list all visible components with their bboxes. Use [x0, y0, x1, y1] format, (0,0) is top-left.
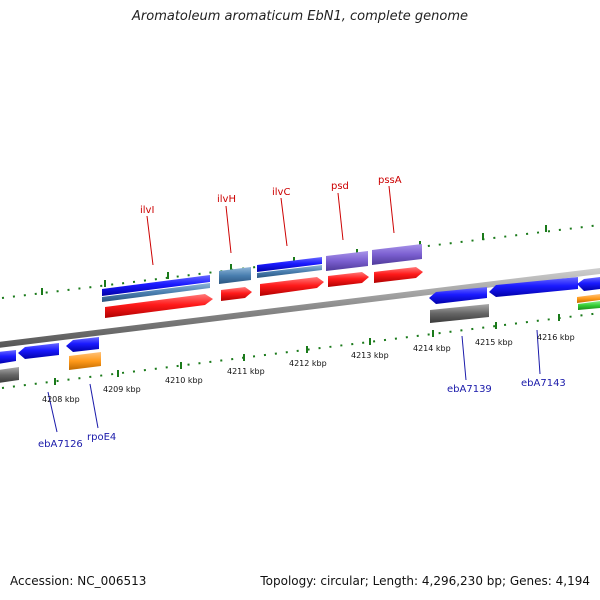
psd-cds-arrow[interactable] — [328, 272, 369, 287]
ebA7143-gene-arrow[interactable] — [489, 277, 578, 297]
ilvH-gene-bar[interactable] — [219, 267, 251, 284]
psd-gene-bar[interactable] — [326, 251, 368, 271]
axis-tick-label: 4215 kbp — [475, 338, 513, 347]
axis-tick-label: 4212 kbp — [289, 359, 327, 368]
ilvI-gene-bar[interactable] — [102, 275, 210, 296]
axis-labels: 4208 kbp 4209 kbp 4210 kbp 4211 kbp 4212… — [42, 333, 575, 404]
axis-tick-label: 4216 kbp — [537, 333, 575, 342]
gene-label-ilvH[interactable]: ilvH — [217, 194, 236, 205]
left-edge-gray-bar[interactable] — [0, 367, 19, 383]
ilvH-cds-arrow[interactable] — [221, 287, 252, 301]
genome-summary-text: Topology: circular; Length: 4,296,230 bp… — [260, 574, 590, 588]
gene-label-ilvC[interactable]: ilvC — [272, 187, 290, 198]
map-title: Aromatoleum aromaticum EbN1, complete ge… — [132, 9, 468, 24]
genome-backbone — [0, 268, 600, 348]
left-edge-gene-arrow[interactable] — [0, 350, 16, 364]
gene-label-pssA[interactable]: pssA — [378, 175, 402, 186]
label-callouts-reverse — [47, 329, 541, 433]
rpoE4-orange-bar[interactable] — [69, 352, 101, 370]
forward-gene-labels: ilvI ilvH ilvC psd pssA — [140, 175, 402, 216]
gene-label-ilvI[interactable]: ilvI — [140, 205, 154, 216]
gene-label-psd[interactable]: psd — [331, 181, 349, 192]
rpoE4-gene-arrow[interactable] — [66, 337, 99, 352]
reverse-tick-track — [1, 312, 600, 389]
label-callouts — [146, 185, 395, 266]
axis-tick-label: 4210 kbp — [165, 376, 203, 385]
right-edge-green-bar[interactable] — [578, 301, 600, 310]
reverse-gene-labels: ebA7126 rpoE4 ebA7139 ebA7143 — [38, 378, 566, 450]
axis-tick-label: 4209 kbp — [103, 385, 141, 394]
ilvC-gene-bar[interactable] — [257, 257, 322, 272]
pssA-gene-bar[interactable] — [372, 244, 422, 265]
axis-tick-label: 4211 kbp — [227, 367, 265, 376]
gene-label-rpoE4[interactable]: rpoE4 — [87, 432, 116, 443]
right-edge-orange-bar[interactable] — [577, 294, 600, 303]
axis-tick-label: 4208 kbp — [42, 395, 80, 404]
axis-tick-label: 4214 kbp — [413, 344, 451, 353]
ilvI-mrna-bar[interactable] — [102, 283, 210, 302]
ilvC-mrna-bar[interactable] — [257, 265, 322, 278]
gene-label-ebA7126[interactable]: ebA7126 — [38, 439, 83, 450]
axis-tick-label: 4213 kbp — [351, 351, 389, 360]
ilvI-cds-arrow[interactable] — [105, 294, 213, 318]
ebA7126-gene-arrow[interactable] — [18, 343, 59, 359]
right-edge-gene-arrow[interactable] — [577, 277, 600, 291]
gene-label-ebA7139[interactable]: ebA7139 — [447, 384, 492, 395]
accession-text: Accession: NC_006513 — [10, 574, 147, 588]
pssA-cds-arrow[interactable] — [374, 267, 423, 283]
reverse-features — [0, 277, 600, 383]
forward-features — [102, 244, 423, 318]
gene-label-ebA7143[interactable]: ebA7143 — [521, 378, 566, 389]
ebA7139-gray-bar[interactable] — [430, 304, 489, 323]
ebA7139-gene-arrow[interactable] — [429, 287, 487, 304]
ilvC-cds-arrow[interactable] — [260, 277, 324, 296]
